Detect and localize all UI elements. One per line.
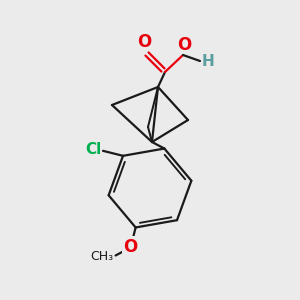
Text: CH₃: CH₃ (91, 250, 114, 263)
Text: H: H (202, 53, 215, 68)
Text: O: O (124, 238, 138, 256)
Text: Cl: Cl (85, 142, 101, 157)
Text: O: O (177, 36, 191, 54)
Text: O: O (137, 33, 151, 51)
